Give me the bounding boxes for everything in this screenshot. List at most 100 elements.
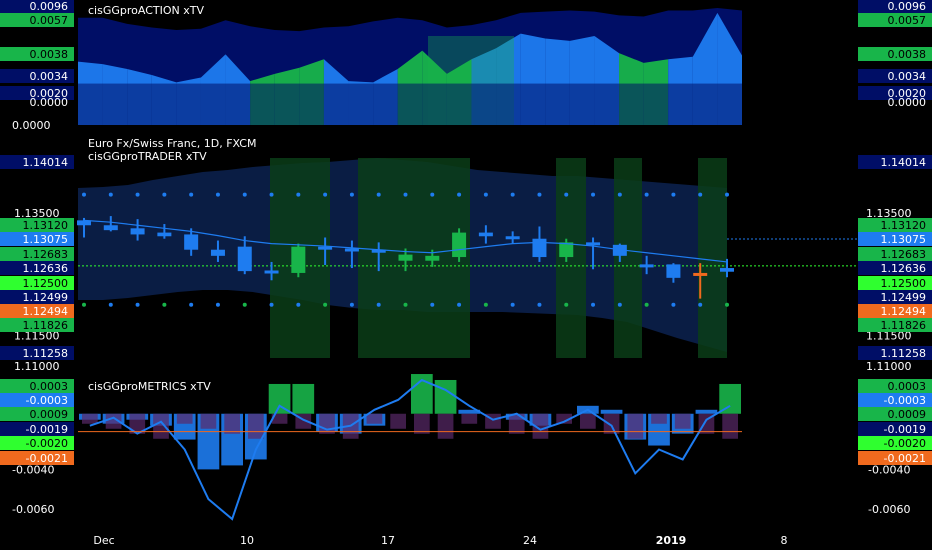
candle-body xyxy=(693,272,708,276)
candle-body xyxy=(612,244,627,256)
price-badge-label: 1.13075 xyxy=(23,233,69,246)
price-badge-label: 1.14014 xyxy=(881,156,927,169)
price-badge-label: 0.0096 xyxy=(888,0,927,13)
price-badge-label: 1.11258 xyxy=(881,347,927,360)
signal-dot xyxy=(644,192,649,197)
metrics-overlay-bar xyxy=(722,413,738,439)
price-badge-label: 1.12683 xyxy=(23,248,69,261)
metrics-overlay-bar xyxy=(105,413,122,429)
metrics-bar xyxy=(292,383,315,414)
x-tick-label: 2019 xyxy=(656,534,687,547)
signal-dot xyxy=(591,192,596,197)
signal-dot xyxy=(698,192,703,197)
price-badge xyxy=(858,422,932,436)
price-badge xyxy=(858,247,932,261)
signal-dot xyxy=(698,302,703,307)
price-badge xyxy=(0,218,74,232)
price-badge xyxy=(0,393,74,407)
price-badge-label: 0.0057 xyxy=(30,14,69,27)
candle-body xyxy=(77,220,91,226)
trader-green-band xyxy=(556,158,586,358)
time-axis: Dec 10 17 24 2019 8 xyxy=(93,534,787,547)
signal-dot xyxy=(376,302,381,307)
metrics-bar xyxy=(695,409,718,414)
price-badge xyxy=(858,451,932,465)
candle-body xyxy=(639,264,654,268)
candle-body xyxy=(157,232,172,237)
metrics-pane-title: cisGGproMETRICS xTV xyxy=(88,380,211,393)
candle-body xyxy=(666,264,681,278)
candle-body xyxy=(532,238,547,258)
price-badge xyxy=(858,304,932,318)
price-badge-label: 0.0038 xyxy=(30,48,69,61)
trader-tick-label: 1.11500 xyxy=(14,329,60,342)
metrics-overlay-bar xyxy=(200,413,217,429)
candle-body xyxy=(184,234,199,250)
signal-dot xyxy=(269,302,274,307)
trader-tick-label: 1.13500 xyxy=(14,207,60,220)
signal-dot xyxy=(510,302,515,307)
metrics-tick-label: -0.0040 xyxy=(868,463,910,476)
signal-dot xyxy=(457,302,462,307)
price-badge-label: 0.0020 xyxy=(888,87,927,100)
metrics-overlay-bar xyxy=(248,413,264,439)
price-badge xyxy=(0,69,74,83)
metrics-overlay-bar xyxy=(698,413,715,434)
signal-dot xyxy=(349,302,354,307)
signal-dot xyxy=(644,302,649,307)
signal-dot xyxy=(323,192,328,197)
price-badge xyxy=(0,232,74,246)
price-badge xyxy=(858,346,932,360)
price-badge-label: -0.0021 xyxy=(884,452,926,465)
price-badge-label: 1.12499 xyxy=(881,291,927,304)
metrics-tick-label: -0.0040 xyxy=(12,463,54,476)
metrics-bar xyxy=(719,383,741,414)
trader-green-band xyxy=(698,158,727,358)
x-tick-label: Dec xyxy=(93,534,114,547)
price-badge-label: 1.14014 xyxy=(23,156,69,169)
metrics-bar xyxy=(600,409,623,414)
metrics-overlay-bar xyxy=(129,413,146,434)
price-badge xyxy=(858,393,932,407)
candle-body xyxy=(130,228,145,235)
price-badge-label: -0.0021 xyxy=(26,452,68,465)
candle-body xyxy=(586,242,601,246)
trader-tick-label: 1.11000 xyxy=(866,360,912,373)
price-badge-label: 1.11826 xyxy=(23,319,69,332)
signal-dot xyxy=(349,192,354,197)
price-badge-label: -0.0003 xyxy=(26,394,68,407)
price-badge xyxy=(858,379,932,393)
price-badge-label: -0.0019 xyxy=(26,423,68,436)
price-badge-label: 1.11258 xyxy=(23,347,69,360)
signal-dot xyxy=(242,192,247,197)
metrics-overlay-bar xyxy=(651,413,667,424)
metrics-overlay-bar xyxy=(508,413,525,434)
price-badge xyxy=(0,318,74,332)
signal-dot xyxy=(671,192,676,197)
price-badge-label: -0.0020 xyxy=(884,437,926,450)
price-badge xyxy=(0,13,74,27)
candle-body xyxy=(103,225,118,231)
price-badge-label: 1.13075 xyxy=(881,233,927,246)
price-badge xyxy=(858,47,932,61)
signal-dot xyxy=(376,192,381,197)
candle-body xyxy=(559,242,574,258)
metrics-overlay-bar xyxy=(82,413,98,424)
candle-body xyxy=(720,268,734,272)
signal-dot xyxy=(296,302,301,307)
metrics-overlay-bar xyxy=(674,413,691,429)
metrics-overlay-bar xyxy=(390,413,406,429)
price-badge-label: 1.12500 xyxy=(881,277,927,290)
price-badge-label: 1.12500 xyxy=(23,277,69,290)
trader-pane: 1.13500 1.13500 1.11500 1.11500 1.11000 1.110… xyxy=(14,158,932,373)
metrics-tick-label: -0.0060 xyxy=(868,503,910,516)
signal-dot xyxy=(537,302,542,307)
price-badge xyxy=(858,69,932,83)
price-badge xyxy=(858,261,932,275)
metrics-overlay-bar xyxy=(627,413,644,439)
metrics-line xyxy=(89,378,731,521)
price-badge-label: 0.0000 xyxy=(888,96,927,109)
signal-dot xyxy=(403,302,408,307)
metrics-overlay-bar xyxy=(176,413,193,424)
price-badge-label: 1.13120 xyxy=(23,219,69,232)
